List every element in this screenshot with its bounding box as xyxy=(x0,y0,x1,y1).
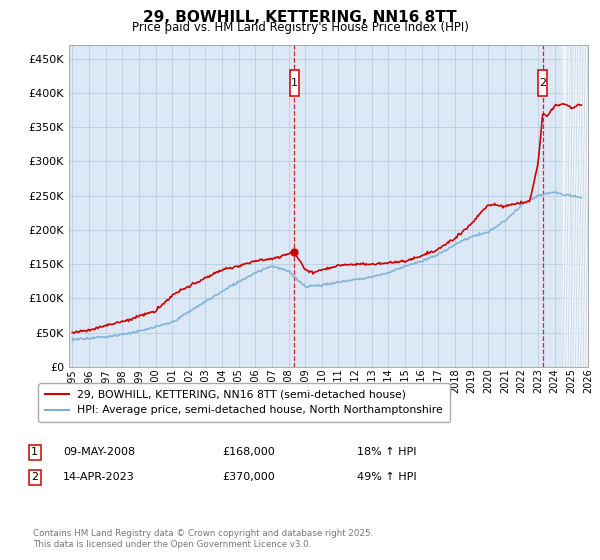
Text: 29, BOWHILL, KETTERING, NN16 8TT: 29, BOWHILL, KETTERING, NN16 8TT xyxy=(143,10,457,25)
Text: 1: 1 xyxy=(291,78,298,88)
Text: 14-APR-2023: 14-APR-2023 xyxy=(63,472,135,482)
FancyBboxPatch shape xyxy=(538,70,547,96)
FancyBboxPatch shape xyxy=(290,70,299,96)
Text: £168,000: £168,000 xyxy=(222,447,275,458)
Text: 2: 2 xyxy=(31,472,38,482)
Text: 18% ↑ HPI: 18% ↑ HPI xyxy=(357,447,416,458)
Text: Price paid vs. HM Land Registry's House Price Index (HPI): Price paid vs. HM Land Registry's House … xyxy=(131,21,469,34)
Text: 49% ↑ HPI: 49% ↑ HPI xyxy=(357,472,416,482)
Text: 1: 1 xyxy=(31,447,38,458)
Text: £370,000: £370,000 xyxy=(222,472,275,482)
Legend: 29, BOWHILL, KETTERING, NN16 8TT (semi-detached house), HPI: Average price, semi: 29, BOWHILL, KETTERING, NN16 8TT (semi-d… xyxy=(38,384,449,422)
Text: 2: 2 xyxy=(539,78,547,88)
Text: Contains HM Land Registry data © Crown copyright and database right 2025.
This d: Contains HM Land Registry data © Crown c… xyxy=(33,529,373,549)
Text: 09-MAY-2008: 09-MAY-2008 xyxy=(63,447,135,458)
